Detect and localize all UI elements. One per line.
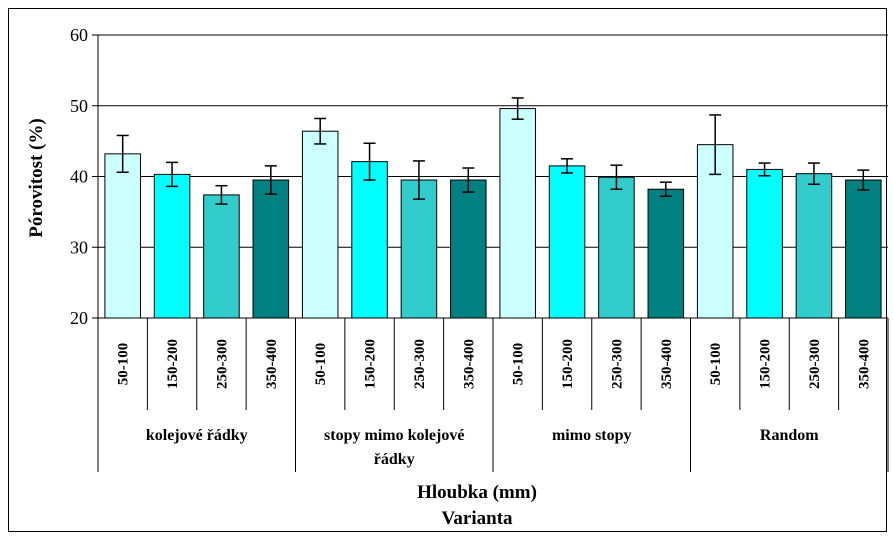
x-tick-label: 150-200 <box>363 339 379 389</box>
y-axis-title: Pórovitost (%) <box>26 118 47 237</box>
bar <box>351 161 388 319</box>
x-tick-label: 250-300 <box>807 339 823 389</box>
x-tick-label: 250-300 <box>214 339 230 389</box>
x-tick-label: 350-400 <box>659 339 675 389</box>
bar <box>153 173 191 319</box>
y-tick-label: 20 <box>70 308 88 328</box>
x-tick-label: 250-300 <box>412 339 428 389</box>
bar <box>499 108 536 319</box>
bar <box>845 179 882 319</box>
bar <box>301 130 339 319</box>
bar <box>647 188 685 319</box>
bar <box>252 179 290 319</box>
bar <box>203 194 240 319</box>
x-tick-label: 50-100 <box>313 343 329 386</box>
group-label: řádky <box>374 451 415 468</box>
bar <box>450 179 487 319</box>
bar <box>548 165 586 319</box>
x-tick-label: 350-400 <box>264 339 280 389</box>
bar <box>795 173 833 319</box>
x-tick-label: 350-400 <box>461 339 477 389</box>
x-tick-label: 50-100 <box>708 343 724 386</box>
bar <box>746 168 783 319</box>
x-tick-label: 250-300 <box>609 339 625 389</box>
x-axis-title-2: Varianta <box>441 508 513 529</box>
x-tick-label: 350-400 <box>856 339 872 389</box>
x-tick-label: 50-100 <box>511 343 527 386</box>
group-label: mimo stopy <box>552 427 632 444</box>
group-label: kolejové řádky <box>146 427 248 444</box>
x-tick-label: 150-200 <box>560 339 576 389</box>
y-tick-label: 50 <box>70 96 88 116</box>
y-tick-label: 30 <box>70 237 88 257</box>
y-tick-label: 40 <box>70 167 88 187</box>
x-tick-label: 150-200 <box>165 339 181 389</box>
bar <box>104 153 141 319</box>
x-tick-label: 150-200 <box>758 339 774 389</box>
x-axis-title: Hloubka (mm) <box>417 482 537 503</box>
bar <box>598 176 635 319</box>
x-tick-label: 50-100 <box>116 343 132 386</box>
bar <box>400 179 438 319</box>
group-label: Random <box>760 427 819 444</box>
y-tick-label: 60 <box>70 25 88 45</box>
group-label: stopy mimo kolejové <box>324 427 464 444</box>
